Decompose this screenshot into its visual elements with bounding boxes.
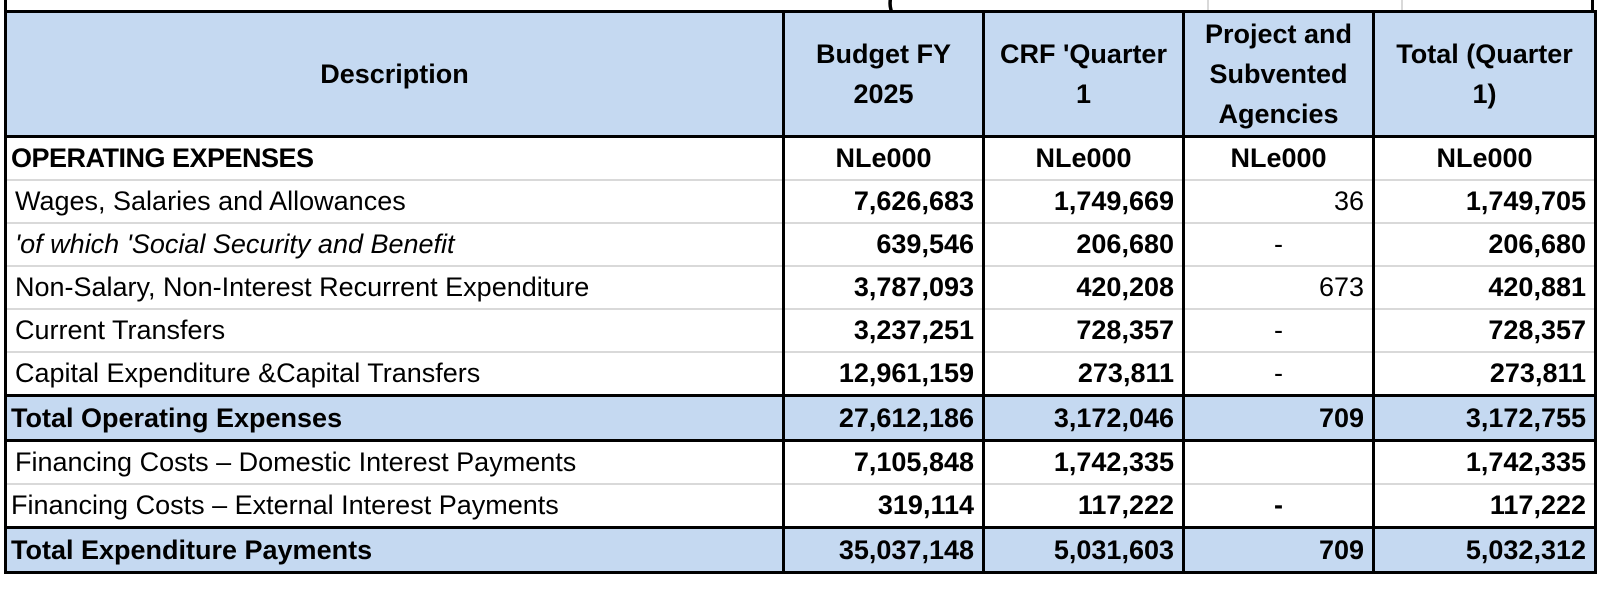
row-label: 'of which 'Social Security and Benefit bbox=[4, 223, 784, 267]
crf-cell: 3,172,046 bbox=[982, 394, 1184, 442]
project-cell: 36 bbox=[1182, 180, 1374, 224]
table-row: Wages, Salaries and Allowances 7,626,683… bbox=[4, 180, 1597, 224]
project-cell: 673 bbox=[1182, 266, 1374, 310]
header-budget: Budget FY 2025 bbox=[782, 10, 985, 138]
budget-cell: 12,961,159 bbox=[782, 352, 984, 397]
header-description: Description bbox=[4, 10, 785, 138]
table-row: Financing Costs – Domestic Interest Paym… bbox=[4, 440, 1597, 485]
budget-cell: 3,787,093 bbox=[782, 266, 984, 310]
unit-cell: NLe000 bbox=[982, 136, 1184, 181]
header-crf-quarter: CRF 'Quarter 1 bbox=[982, 10, 1185, 138]
strip-divider bbox=[1207, 0, 1209, 10]
total-operating-row: Total Operating Expenses 27,612,186 3,17… bbox=[4, 394, 1597, 442]
table-row: Financing Costs – External Interest Paym… bbox=[4, 484, 1597, 529]
project-cell: 709 bbox=[1182, 526, 1374, 574]
total-cell: 420,881 bbox=[1372, 266, 1597, 310]
crf-cell: 728,357 bbox=[982, 309, 1184, 353]
total-cell: 117,222 bbox=[1372, 484, 1597, 529]
cut-off-header-strip: ( bbox=[4, 0, 1594, 16]
crf-cell: 1,749,669 bbox=[982, 180, 1184, 224]
project-cell: - bbox=[1182, 309, 1374, 353]
budget-cell: 7,105,848 bbox=[782, 440, 984, 485]
row-label: Total Expenditure Payments bbox=[4, 526, 784, 574]
budget-cell: 7,626,683 bbox=[782, 180, 984, 224]
budget-cell: 639,546 bbox=[782, 223, 984, 267]
row-label: Capital Expenditure &Capital Transfers bbox=[4, 352, 784, 397]
crf-cell: 1,742,335 bbox=[982, 440, 1184, 485]
total-expenditure-row: Total Expenditure Payments 35,037,148 5,… bbox=[4, 526, 1597, 574]
unit-cell: NLe000 bbox=[782, 136, 984, 181]
total-cell: 728,357 bbox=[1372, 309, 1597, 353]
row-label: Total Operating Expenses bbox=[4, 394, 784, 442]
expenditure-table: Description Budget FY 2025 CRF 'Quarter … bbox=[4, 10, 1597, 574]
row-label: Financing Costs – External Interest Paym… bbox=[4, 484, 784, 529]
row-label: Wages, Salaries and Allowances bbox=[4, 180, 784, 224]
header-project-agencies: Project and Subvented Agencies bbox=[1182, 10, 1375, 138]
row-label: Non-Salary, Non-Interest Recurrent Expen… bbox=[4, 266, 784, 310]
total-cell: 5,032,312 bbox=[1372, 526, 1597, 574]
total-cell: 1,749,705 bbox=[1372, 180, 1597, 224]
total-cell: 273,811 bbox=[1372, 352, 1597, 397]
project-cell: - bbox=[1182, 223, 1374, 267]
project-cell: - bbox=[1182, 484, 1374, 529]
table-row: Non-Salary, Non-Interest Recurrent Expen… bbox=[4, 266, 1597, 310]
crf-cell: 206,680 bbox=[982, 223, 1184, 267]
header-total-quarter: Total (Quarter 1) bbox=[1372, 10, 1597, 138]
budget-cell: 3,237,251 bbox=[782, 309, 984, 353]
cut-off-title-fragment: ( bbox=[887, 0, 896, 16]
budget-cell: 35,037,148 bbox=[782, 526, 984, 574]
table-row: Capital Expenditure &Capital Transfers 1… bbox=[4, 352, 1597, 397]
table-row: Current Transfers 3,237,251 728,357 - 72… bbox=[4, 309, 1597, 353]
row-label: Current Transfers bbox=[4, 309, 784, 353]
crf-cell: 420,208 bbox=[982, 266, 1184, 310]
header-row: Description Budget FY 2025 CRF 'Quarter … bbox=[4, 10, 1597, 138]
units-row: OPERATING EXPENSES NLe000 NLe000 NLe000 … bbox=[4, 136, 1597, 181]
budget-cell: 27,612,186 bbox=[782, 394, 984, 442]
total-cell: 3,172,755 bbox=[1372, 394, 1597, 442]
row-label: Financing Costs – Domestic Interest Paym… bbox=[4, 440, 784, 485]
table-row: 'of which 'Social Security and Benefit 6… bbox=[4, 223, 1597, 267]
project-cell bbox=[1182, 440, 1374, 485]
crf-cell: 5,031,603 bbox=[982, 526, 1184, 574]
strip-divider bbox=[1401, 0, 1403, 10]
budget-cell: 319,114 bbox=[782, 484, 984, 529]
project-cell: 709 bbox=[1182, 394, 1374, 442]
project-cell: - bbox=[1182, 352, 1374, 397]
total-cell: 1,742,335 bbox=[1372, 440, 1597, 485]
unit-cell: NLe000 bbox=[1182, 136, 1374, 181]
unit-cell: NLe000 bbox=[1372, 136, 1597, 181]
crf-cell: 117,222 bbox=[982, 484, 1184, 529]
total-cell: 206,680 bbox=[1372, 223, 1597, 267]
crf-cell: 273,811 bbox=[982, 352, 1184, 397]
section-label: OPERATING EXPENSES bbox=[4, 136, 784, 181]
